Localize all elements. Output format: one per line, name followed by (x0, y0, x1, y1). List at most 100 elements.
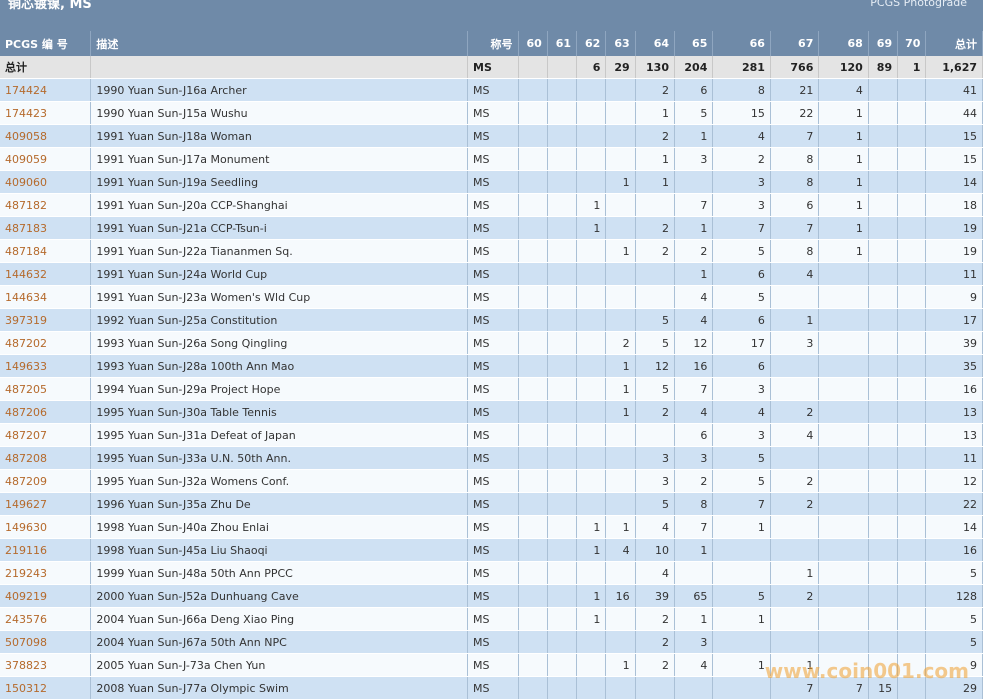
cell-description: 1994 Yuan Sun-J29a Project Hope (90, 377, 469, 401)
cell-grade-68: 1 (818, 124, 869, 148)
table-row: 243576 2004 Yuan Sun-J66a Deng Xiao Ping M… (0, 607, 983, 631)
cell-pcgs-number[interactable]: 149630 (0, 515, 92, 539)
header-grade-68[interactable]: 68 (818, 31, 869, 56)
cell-grade-66: 1 (712, 515, 771, 539)
cell-pcgs-number[interactable]: 487183 (0, 216, 92, 240)
cell-grade-63: 16 (605, 584, 636, 608)
cell-pcgs-number[interactable]: 487182 (0, 193, 92, 217)
cell-grade-66: 4 (712, 124, 771, 148)
table-row: 397319 1992 Yuan Sun-J25a Constitution MS 5… (0, 308, 983, 332)
cell-pcgs-number[interactable]: 150312 (0, 676, 92, 700)
cell-pcgs-number[interactable]: 219116 (0, 538, 92, 562)
cell-pcgs-number[interactable]: 487207 (0, 423, 92, 447)
cell-grade-64: 2 (635, 653, 676, 677)
cell-pcgs-number[interactable]: 409058 (0, 124, 92, 148)
cell-pcgs-number[interactable]: 409060 (0, 170, 92, 194)
header-grade-67[interactable]: 67 (770, 31, 820, 56)
cell-grade-66 (712, 676, 771, 700)
cell-grade-64 (635, 423, 676, 447)
cell-pcgs-number[interactable]: 397319 (0, 308, 92, 332)
pcgs-photograde-link[interactable]: PCGS Photograde (870, 0, 967, 9)
header-grade-66[interactable]: 66 (712, 31, 771, 56)
cell-grade-61 (547, 101, 578, 125)
header-designation[interactable]: 称号 (467, 31, 519, 56)
cell-grade-70 (897, 653, 927, 677)
cell-pcgs-number[interactable]: 487205 (0, 377, 92, 401)
cell-grade-65: 6 (674, 423, 714, 447)
header-grade-65[interactable]: 65 (674, 31, 714, 56)
header-total[interactable]: 总计 (925, 31, 983, 56)
cell-grade-70 (897, 492, 927, 516)
cell-pcgs-number[interactable]: 487209 (0, 469, 92, 493)
header-grade-63[interactable]: 63 (605, 31, 636, 56)
cell-grade-64: 3 (635, 446, 676, 470)
cell-grade-66: 6 (712, 308, 771, 332)
cell-pcgs-number[interactable]: 174423 (0, 101, 92, 125)
cell-grade-64: 2 (635, 630, 676, 654)
cell-pcgs-number[interactable]: 243576 (0, 607, 92, 631)
cell-grade-62 (576, 446, 607, 470)
cell-pcgs-number[interactable]: 487184 (0, 239, 92, 263)
cell-pcgs-number[interactable]: 409059 (0, 147, 92, 171)
cell-pcgs-number[interactable]: 487206 (0, 400, 92, 424)
header-grade-70[interactable]: 70 (897, 31, 927, 56)
cell-grade-65: 5 (674, 101, 714, 125)
cell-grade-70 (897, 561, 927, 585)
header-grade-60[interactable]: 60 (518, 31, 548, 56)
header-grade-69[interactable]: 69 (868, 31, 899, 56)
table-row: 149630 1998 Yuan Sun-J40a Zhou Enlai MS 1 1 4… (0, 515, 983, 539)
cell-pcgs-number[interactable]: 487202 (0, 331, 92, 355)
cell-pcgs-number[interactable]: 409219 (0, 584, 92, 608)
cell-grade-65: 12 (674, 331, 714, 355)
cell-grade-67: 1 (770, 308, 820, 332)
cell-pcgs-number[interactable]: 149633 (0, 354, 92, 378)
cell-pcgs-number[interactable]: 487208 (0, 446, 92, 470)
header-pcgs-number[interactable]: PCGS 编 号 (0, 31, 92, 56)
cell-grade-67 (770, 538, 820, 562)
cell-grade-62 (576, 354, 607, 378)
cell-pcgs-number[interactable]: 219243 (0, 561, 92, 585)
cell-designation: MS (467, 78, 519, 102)
cell-total: 11 (925, 262, 983, 286)
cell-grade-63 (605, 469, 636, 493)
table-row: 487207 1995 Yuan Sun-J31a Defeat of Japan… (0, 423, 983, 447)
cell-grade-63 (605, 124, 636, 148)
cell-pcgs-number[interactable]: 144634 (0, 285, 92, 309)
cell-grade-64: 5 (635, 331, 676, 355)
cell-pcgs-number[interactable]: 144632 (0, 262, 92, 286)
cell-total: 35 (925, 354, 983, 378)
cell-grade-62 (576, 308, 607, 332)
cell-grade-67: 2 (770, 492, 820, 516)
cell-grade-67: 4 (770, 423, 820, 447)
cell-grade-69 (868, 216, 899, 240)
cell-pcgs-number[interactable]: 378823 (0, 653, 92, 677)
table-row: 487183 1991 Yuan Sun-J21a CCP-Tsun-i MS 1 2 1… (0, 216, 983, 240)
cell-designation: MS (467, 193, 519, 217)
cell-grade-66 (712, 538, 771, 562)
cell-grade-70 (897, 377, 927, 401)
cell-grade-68 (818, 607, 869, 631)
cell-description: 1990 Yuan Sun-J15a Wushu (90, 101, 469, 125)
cell-grade-67: 2 (770, 469, 820, 493)
header-grade-61[interactable]: 61 (547, 31, 578, 56)
cell-grade-61 (547, 653, 578, 677)
cell-grade-69 (868, 584, 899, 608)
cell-grade-62 (576, 676, 607, 700)
cell-designation: MS (467, 308, 519, 332)
header-description[interactable]: 描述 (90, 31, 469, 56)
cell-pcgs-number[interactable]: 149627 (0, 492, 92, 516)
cell-pcgs-number[interactable]: 174424 (0, 78, 92, 102)
cell-grade-66: 5 (712, 446, 771, 470)
table-row: 487202 1993 Yuan Sun-J26a Song Qingling MS… (0, 331, 983, 355)
cell-designation: MS (467, 170, 519, 194)
cell-grade-70 (897, 630, 927, 654)
table-row: 409219 2000 Yuan Sun-J52a Dunhuang Cave MS… (0, 584, 983, 608)
header-grade-62[interactable]: 62 (576, 31, 607, 56)
cell-designation: MS (467, 653, 519, 677)
cell-grade-63 (605, 285, 636, 309)
cell-grade-64: 2 (635, 239, 676, 263)
cell-pcgs-number[interactable]: 507098 (0, 630, 92, 654)
cell-grade-60 (518, 216, 548, 240)
cell-description: 1993 Yuan Sun-J28a 100th Ann Mao (90, 354, 469, 378)
header-grade-64[interactable]: 64 (635, 31, 676, 56)
